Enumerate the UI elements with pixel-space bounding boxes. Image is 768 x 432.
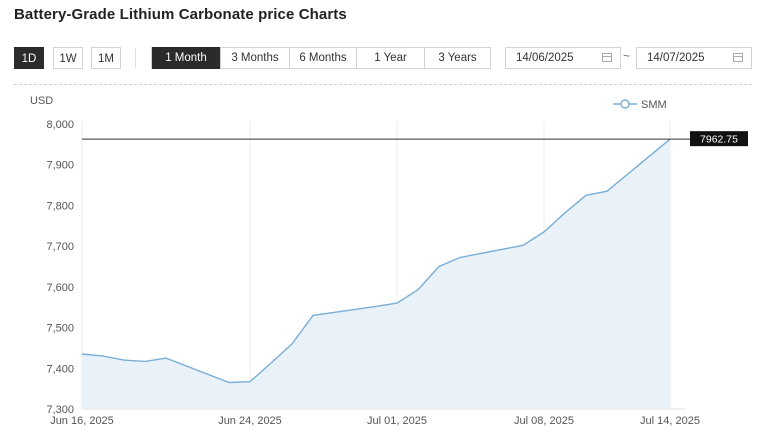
toolbar: 1D 1W 1M 1 Month 3 Months 6 Months 1 Yea… [0,0,768,90]
x-tick-label: Jul 14, 2025 [640,415,700,427]
page-title: Battery-Grade Lithium Carbonate price Ch… [14,6,347,23]
legend-marker-icon [620,99,630,109]
y-tick-label: 7,900 [46,160,74,172]
price-area [82,139,670,409]
x-tick-label: Jun 16, 2025 [50,415,114,427]
x-tick-label: Jul 08, 2025 [514,415,574,427]
calendar-icon [733,53,743,62]
range-1-month-button[interactable]: 1 Month [152,47,220,69]
range-3-months-button[interactable]: 3 Months [220,47,289,69]
y-tick-label: 7,400 [46,363,74,375]
y-tick-label: 7,800 [46,200,74,212]
toolbar-divider-dashed [14,84,752,85]
range-6-months-button[interactable]: 6 Months [289,47,356,69]
y-tick-label: 7,600 [46,282,74,294]
y-axis-label: USD [30,95,53,107]
y-tick-label: 7,300 [46,404,74,416]
y-tick-label: 7,500 [46,323,74,335]
legend-series-name: SMM [641,99,667,111]
interval-1d-button[interactable]: 1D [14,47,44,69]
end-date-input[interactable]: 14/07/2025 [636,47,752,69]
date-range-separator: ~ [623,49,631,63]
y-tick-label: 8,000 [46,119,74,131]
price-line [81,138,671,384]
x-tick-label: Jun 24, 2025 [218,415,282,427]
axis-ticks: 8,000 7,900 7,800 7,700 7,600 7,500 7,400 7,300… [46,119,700,427]
calendar-icon [602,53,612,62]
start-date-input[interactable]: 14/06/2025 [505,47,621,69]
x-tick-label: Jul 01, 2025 [367,415,427,427]
interval-1w-button[interactable]: 1W [53,47,83,69]
last-price-value: 7962.75 [700,134,738,146]
end-date-value: 14/07/2025 [647,52,705,64]
start-date-value: 14/06/2025 [516,52,574,64]
y-tick-label: 7,700 [46,241,74,253]
legend: SMM [613,99,667,111]
range-3-years-button[interactable]: 3 Years [424,47,490,69]
last-price-tag [690,131,748,147]
range-1-year-button[interactable]: 1 Year [356,47,424,69]
toolbar-divider [135,48,136,68]
interval-1m-button[interactable]: 1M [91,47,121,69]
range-button-group: 1 Month 3 Months 6 Months 1 Year 3 Years [151,47,491,69]
